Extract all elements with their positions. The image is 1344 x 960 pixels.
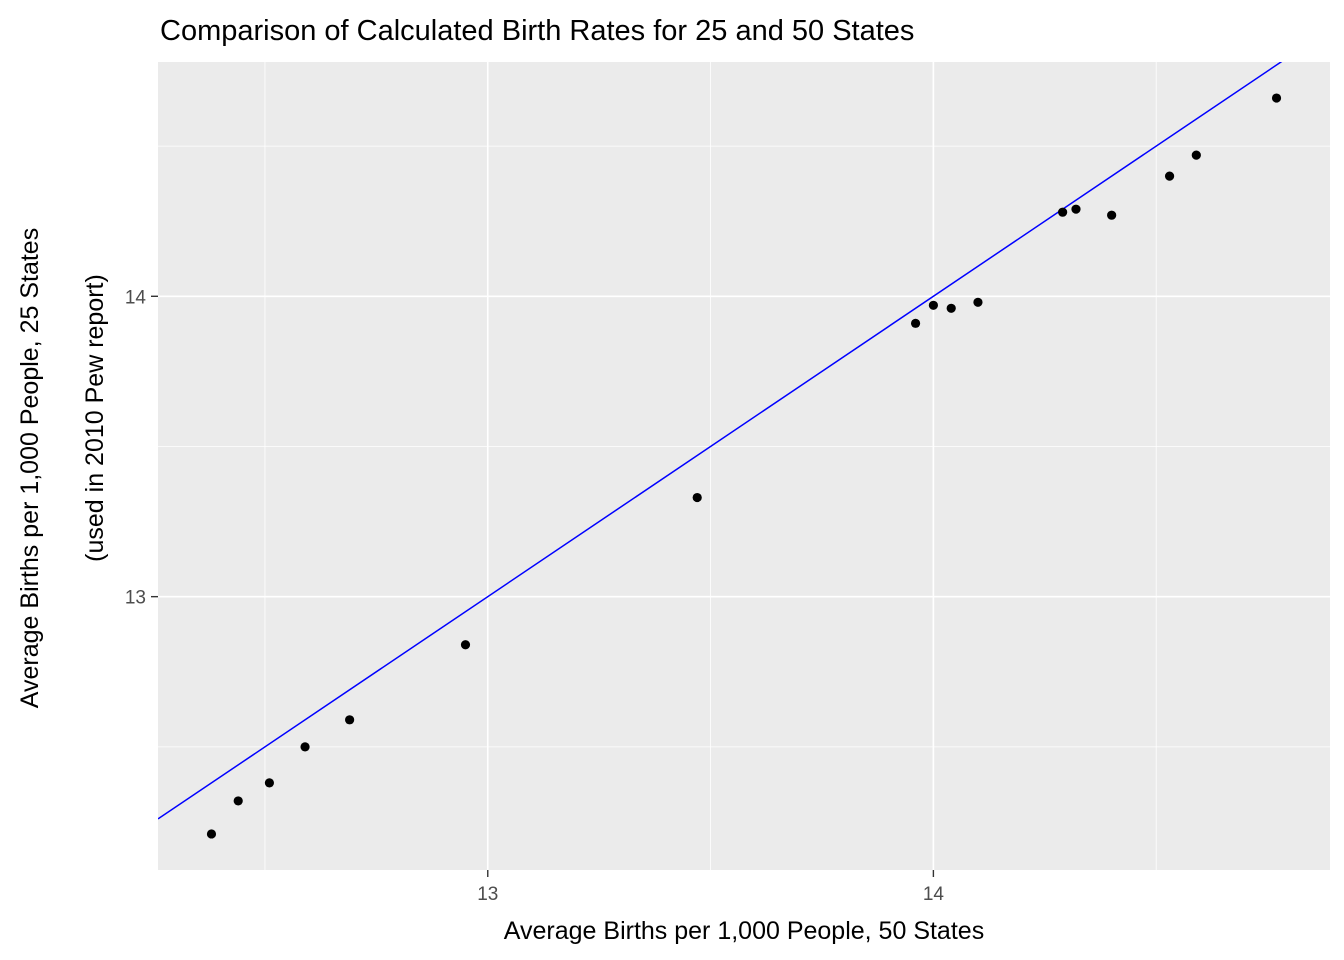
data-point [973,297,983,307]
data-point [1164,171,1175,181]
reference-line [158,62,1283,820]
y-axis-ticks: 13 14 [125,287,158,609]
x-axis-title: Average Births per 1,000 People, 50 Stat… [504,917,984,945]
data-point [928,300,938,310]
chart-title: Comparison of Calculated Birth Rates for… [160,15,914,47]
data-point [1271,93,1282,103]
data-point [1107,210,1117,220]
data-point [1058,207,1068,217]
minor-gridlines [158,62,1330,870]
y-tick-label: 13 [125,588,146,609]
data-point [692,492,702,503]
data-point [460,640,471,650]
data-point [1191,150,1201,160]
x-tick-label: 13 [477,884,498,905]
data-points [206,93,1282,839]
y-axis-title-line-2: (used in 2010 Pew report) [81,274,109,562]
y-axis-title-line-1: Average Births per 1,000 People, 25 Stat… [16,228,44,708]
data-point [1071,204,1081,214]
data-point [206,829,217,839]
plot-panel [158,62,1330,870]
y-tick-label: 14 [125,287,147,308]
major-gridlines [158,62,1330,870]
x-axis-ticks: 13 14 [477,870,944,905]
data-point [264,778,275,788]
x-tick-label: 14 [923,884,945,905]
data-point [233,796,243,806]
data-point [910,318,921,328]
data-point [345,715,355,725]
data-point [300,742,310,752]
data-point [946,303,956,313]
